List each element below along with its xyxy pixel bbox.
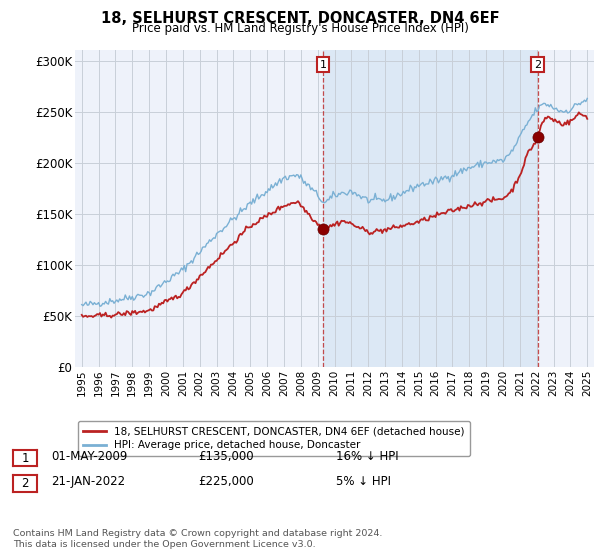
Text: 01-MAY-2009: 01-MAY-2009	[51, 450, 127, 463]
Text: 16% ↓ HPI: 16% ↓ HPI	[336, 450, 398, 463]
Text: 5% ↓ HPI: 5% ↓ HPI	[336, 475, 391, 488]
Bar	[323, 50, 538, 367]
Text: 1: 1	[320, 59, 327, 69]
Text: 21-JAN-2022: 21-JAN-2022	[51, 475, 125, 488]
Text: Price paid vs. HM Land Registry's House Price Index (HPI): Price paid vs. HM Land Registry's House …	[131, 22, 469, 35]
Text: £135,000: £135,000	[198, 450, 254, 463]
Legend: 18, SELHURST CRESCENT, DONCASTER, DN4 6EF (detached house), HPI: Average price, : 18, SELHURST CRESCENT, DONCASTER, DN4 6E…	[77, 421, 470, 456]
Text: 2: 2	[22, 477, 29, 490]
Text: 2: 2	[534, 59, 541, 69]
Text: 1: 1	[22, 451, 29, 465]
Text: 18, SELHURST CRESCENT, DONCASTER, DN4 6EF: 18, SELHURST CRESCENT, DONCASTER, DN4 6E…	[101, 11, 499, 26]
Text: Contains HM Land Registry data © Crown copyright and database right 2024.
This d: Contains HM Land Registry data © Crown c…	[13, 529, 383, 549]
Text: £225,000: £225,000	[198, 475, 254, 488]
